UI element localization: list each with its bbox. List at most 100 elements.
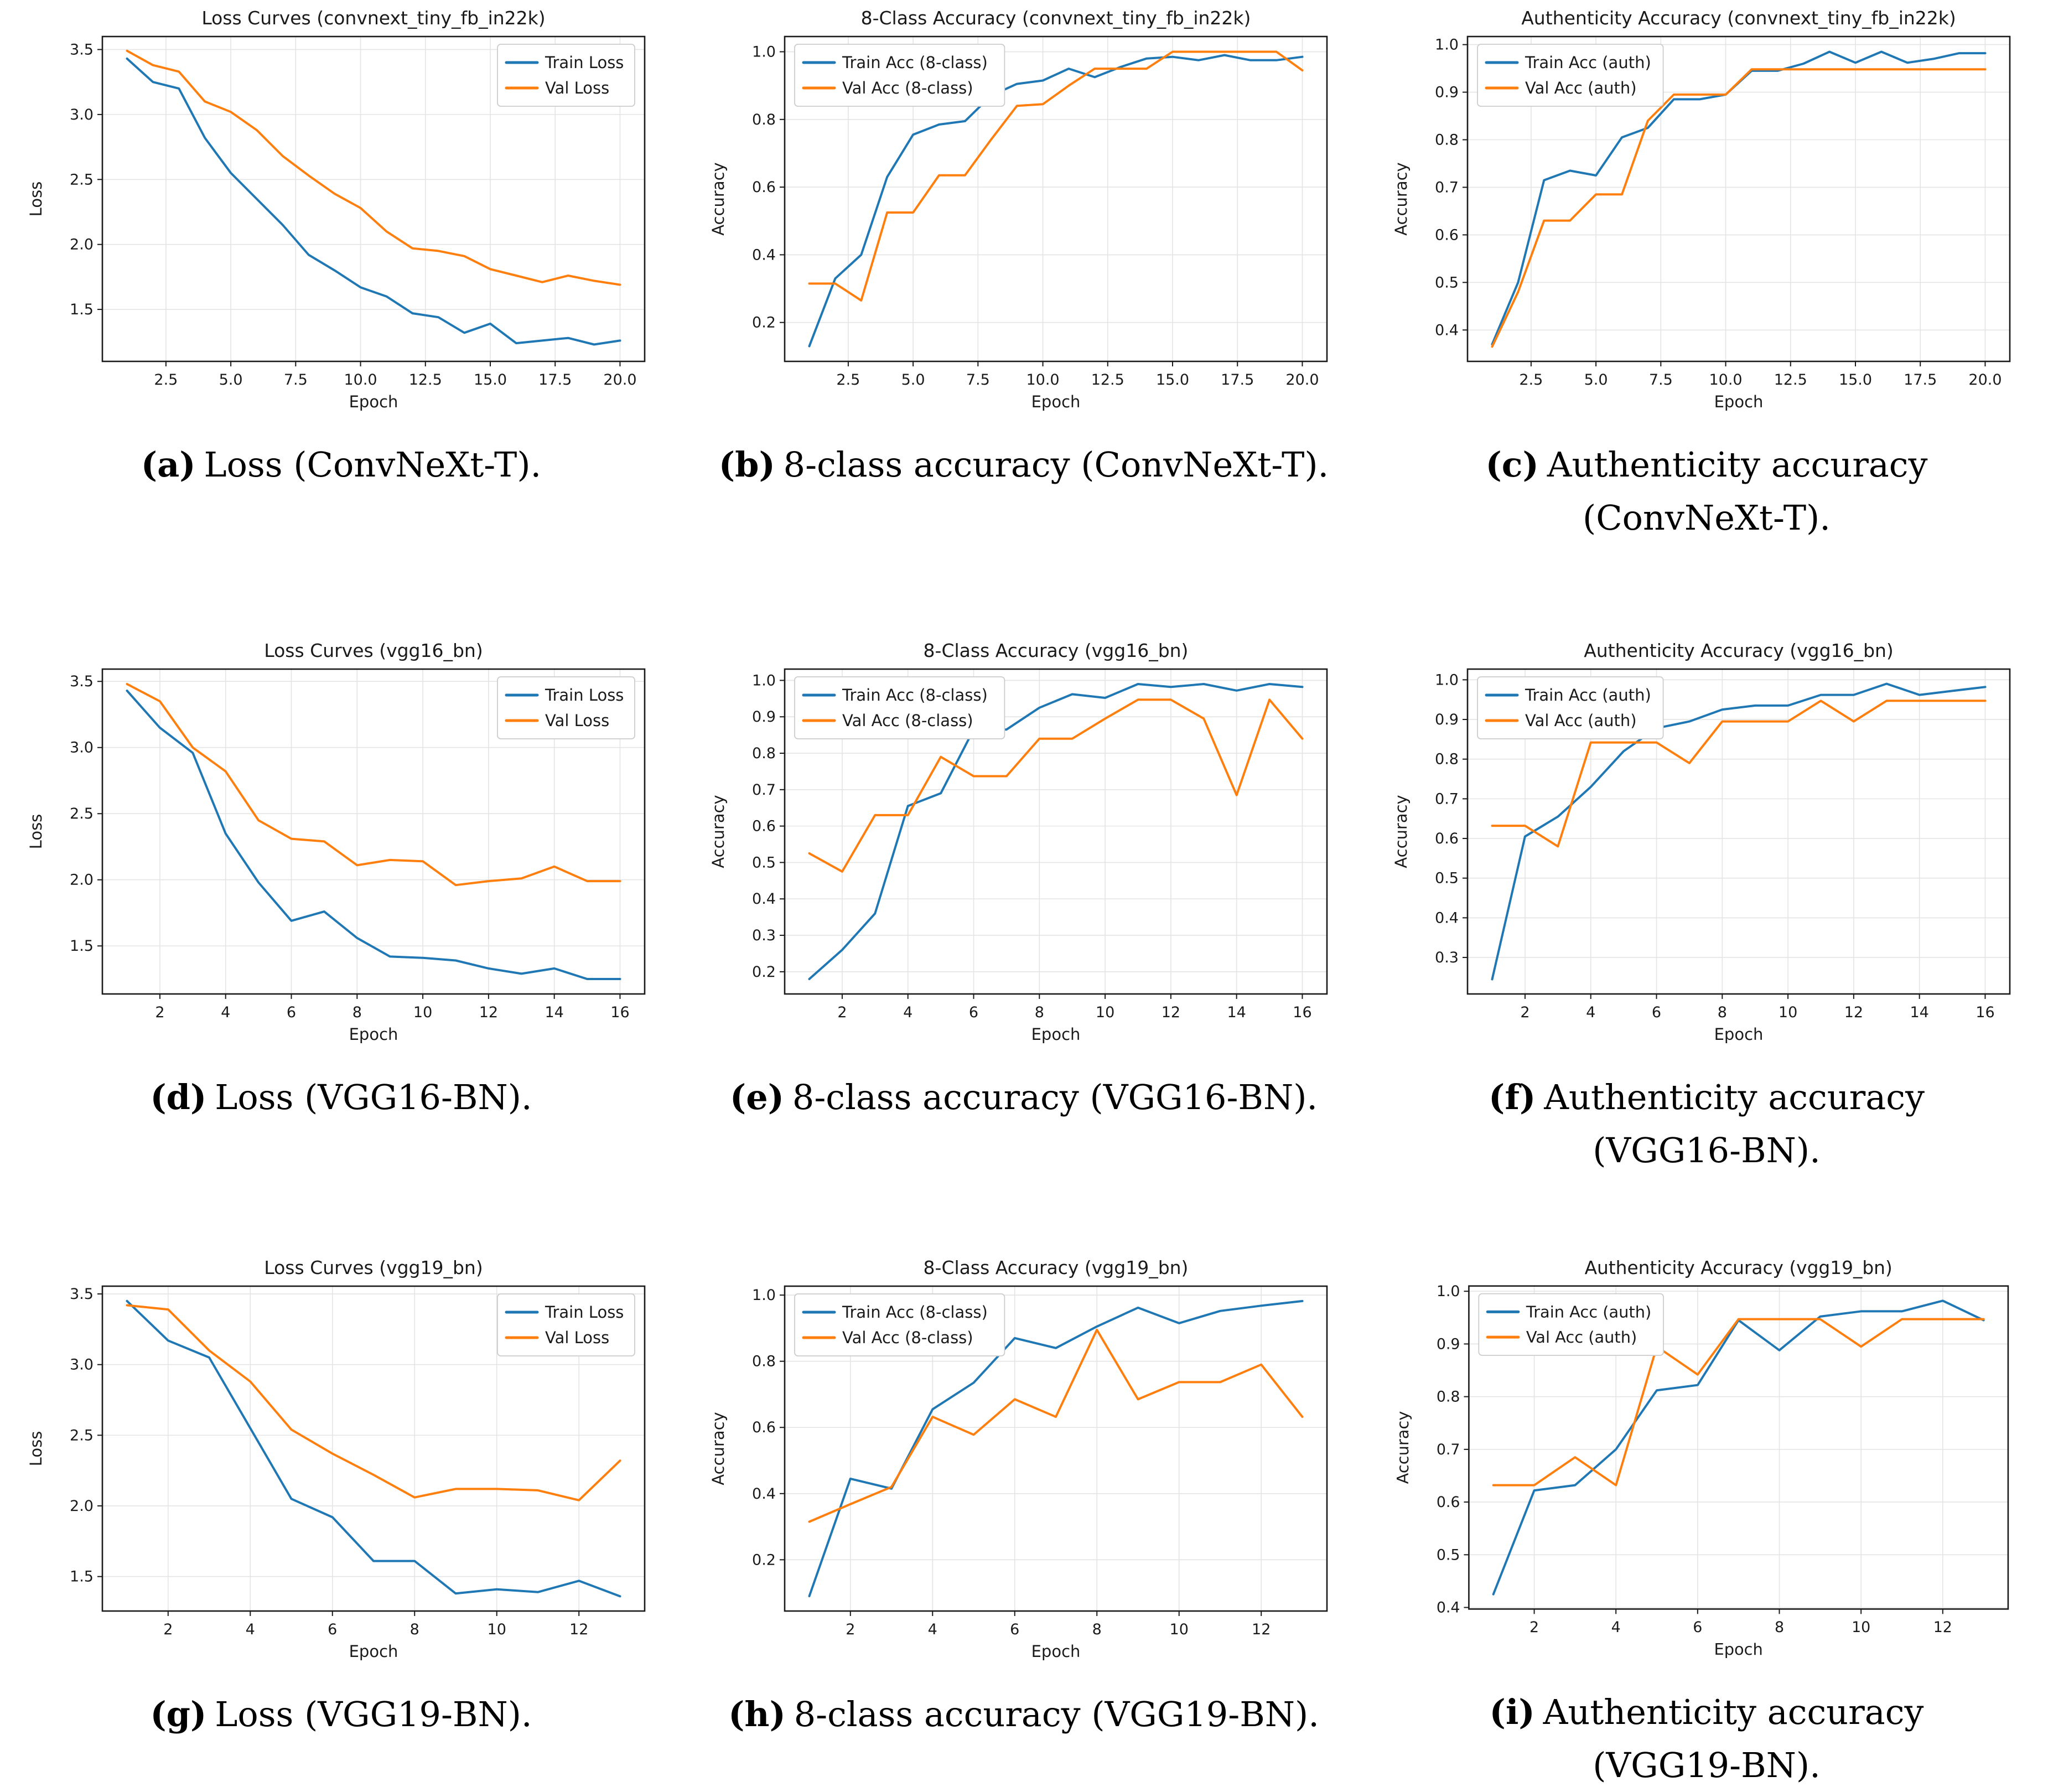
caption-h: (h) 8-class accuracy (VGG19-BN). <box>682 1688 1365 1741</box>
chart-cell-d: 2 4 6 8 10 12 14 16 1.5 2.0 2.5 3.0 3.5 Loss Curves (… <box>0 617 682 1234</box>
svg-text:2: 2 <box>163 1621 173 1638</box>
svg-text:0.3: 0.3 <box>1435 949 1459 966</box>
caption-b-label: (b) <box>718 444 775 485</box>
caption-h-label: (h) <box>728 1694 786 1734</box>
svg-text:8: 8 <box>1718 1004 1727 1021</box>
legend: Train Loss Val Loss <box>496 1293 635 1356</box>
axis-ticks: 2 4 6 8 10 12 0.4 0.5 0.6 0.7 0.8 0.9 1.0 <box>1437 1283 1952 1636</box>
svg-text:0.6: 0.6 <box>752 818 776 835</box>
caption-f-label: (f) <box>1488 1077 1536 1117</box>
x-axis-label: Epoch <box>1714 1025 1764 1044</box>
svg-text:0.6: 0.6 <box>1435 226 1459 244</box>
svg-text:3.5: 3.5 <box>70 673 94 690</box>
svg-text:20.0: 20.0 <box>1968 371 2002 389</box>
svg-text:2: 2 <box>1520 1004 1529 1021</box>
caption-d: (d) Loss (VGG16-BN). <box>0 1071 682 1124</box>
caption-f-text: Authenticity accuracy <box>1544 1077 1925 1117</box>
legend-box <box>1477 44 1664 107</box>
svg-text:0.4: 0.4 <box>752 890 776 908</box>
legend-label: Train Acc (auth) <box>1525 686 1651 705</box>
svg-text:6: 6 <box>1010 1621 1019 1638</box>
chart-cell-i: 2 4 6 8 10 12 0.4 0.5 0.6 0.7 0.8 0.9 1.0 Authenticit… <box>1365 1234 2048 1792</box>
series-line-val <box>1491 68 1987 348</box>
chart-cell-f: 2 4 6 8 10 12 14 16 0.3 0.4 0.5 0.6 0.7 0.8 0.9 1.0 Auth… <box>1365 617 2048 1234</box>
svg-text:1.0: 1.0 <box>1435 671 1459 688</box>
svg-text:6: 6 <box>286 1004 295 1021</box>
chart-cell-a: 2.5 5.0 7.5 10.0 12.5 15.0 17.5 20.0 1.5 2.0 2.5 3.… <box>0 0 682 617</box>
chart-e-8class-vgg16: 2 4 6 8 10 12 14 16 0.2 0.3 0.4 0.5 0.6 0.7 0.8 0.9 1.0 8… <box>709 640 1328 1044</box>
svg-text:1.0: 1.0 <box>1437 1283 1460 1300</box>
svg-text:16: 16 <box>1976 1004 1994 1021</box>
svg-text:0.9: 0.9 <box>1435 711 1459 728</box>
x-axis-label: Epoch <box>1031 392 1081 411</box>
svg-text:1.5: 1.5 <box>70 1568 94 1586</box>
axis-ticks: 2.5 5.0 7.5 10.0 12.5 15.0 17.5 20.0 0.2 0.4 0.6 0.… <box>752 44 1319 389</box>
svg-text:12: 12 <box>1162 1004 1180 1021</box>
svg-text:0.9: 0.9 <box>1435 84 1459 101</box>
chart-cell-h: 2 4 6 8 10 12 0.2 0.4 0.6 0.8 1.0 8-Class Accuracy … <box>682 1234 1365 1792</box>
svg-text:6: 6 <box>1693 1619 1702 1636</box>
svg-text:0.8: 0.8 <box>752 745 776 762</box>
chart-c-auth-convnext: 2.5 5.0 7.5 10.0 12.5 15.0 17.5 20.0 0.4 0.5 0.6 0.… <box>1392 7 2011 411</box>
svg-text:5.0: 5.0 <box>901 371 925 389</box>
x-axis-label: Epoch <box>349 1642 398 1661</box>
plot-spines <box>784 35 1328 362</box>
svg-text:0.9: 0.9 <box>752 708 776 726</box>
svg-text:16: 16 <box>1293 1004 1311 1021</box>
x-axis-label: Epoch <box>1031 1025 1081 1044</box>
svg-text:2.5: 2.5 <box>70 171 94 188</box>
caption-c-text: Authenticity accuracy <box>1547 444 1928 485</box>
y-axis-label: Loss <box>27 1431 45 1467</box>
svg-text:2.5: 2.5 <box>154 371 178 389</box>
x-axis-label: Epoch <box>1714 1640 1763 1659</box>
svg-text:0.7: 0.7 <box>1435 179 1459 196</box>
plot-spines <box>1468 1285 2009 1610</box>
svg-text:10: 10 <box>413 1004 432 1021</box>
series-line-val <box>808 698 1304 873</box>
caption-a: (a) Loss (ConvNeXt-T). <box>0 438 682 491</box>
svg-text:12.5: 12.5 <box>1091 371 1124 389</box>
axis-ticks: 2.5 5.0 7.5 10.0 12.5 15.0 17.5 20.0 1.5 2.0 2.5 3.… <box>70 41 636 389</box>
plot-spines <box>101 1285 645 1612</box>
chart-title: Authenticity Accuracy (convnext_tiny_fb_… <box>1521 7 1956 29</box>
caption-e-label: (e) <box>729 1077 784 1117</box>
legend-box <box>496 44 635 107</box>
svg-text:5.0: 5.0 <box>219 371 242 389</box>
plot-spines <box>101 668 645 995</box>
legend-label: Train Acc (8-class) <box>842 1303 988 1322</box>
chart-cell-e: 2 4 6 8 10 12 14 16 0.2 0.3 0.4 0.5 0.6 0.7 0.8 0.9 1.0 8… <box>682 617 1365 1234</box>
svg-text:0.7: 0.7 <box>1435 790 1459 807</box>
svg-text:12.5: 12.5 <box>408 371 442 389</box>
y-axis-label: Loss <box>27 814 45 850</box>
legend-label: Train Acc (8-class) <box>842 53 988 72</box>
chart-cell-c: 2.5 5.0 7.5 10.0 12.5 15.0 17.5 20.0 0.4 0.5 0.6 0.… <box>1365 0 2048 617</box>
svg-text:0.4: 0.4 <box>752 246 776 263</box>
svg-text:10: 10 <box>1779 1004 1797 1021</box>
chart-f-auth-vgg16: 2 4 6 8 10 12 14 16 0.3 0.4 0.5 0.6 0.7 0.8 0.9 1.0 Auth… <box>1392 640 2011 1044</box>
y-axis-label: Accuracy <box>1392 795 1411 868</box>
svg-text:2: 2 <box>155 1004 164 1021</box>
caption-h-text: 8-class accuracy (VGG19-BN). <box>794 1694 1319 1734</box>
series-line-train <box>1491 682 1987 981</box>
svg-text:10: 10 <box>1096 1004 1114 1021</box>
legend-label: Train Acc (auth) <box>1526 1302 1651 1321</box>
legend-label: Val Acc (8-class) <box>842 79 973 97</box>
chart-title: Authenticity Accuracy (vgg19_bn) <box>1585 1257 1893 1278</box>
svg-text:0.8: 0.8 <box>1435 131 1459 148</box>
svg-text:8: 8 <box>1092 1621 1102 1638</box>
legend: Train Loss Val Loss <box>496 44 635 107</box>
caption-a-text: Loss (ConvNeXt-T). <box>204 444 542 485</box>
svg-text:0.4: 0.4 <box>1437 1599 1460 1616</box>
legend-label: Train Loss <box>545 686 624 705</box>
svg-text:0.2: 0.2 <box>752 964 776 981</box>
chart-title: Loss Curves (vgg19_bn) <box>264 1257 483 1278</box>
series-line-val <box>808 50 1304 302</box>
series-line-val <box>126 1304 621 1501</box>
svg-text:12: 12 <box>479 1004 497 1021</box>
svg-text:8: 8 <box>409 1621 419 1638</box>
legend: Train Acc (auth) Val Acc (auth) <box>1477 44 1664 107</box>
caption-g-text: Loss (VGG19-BN). <box>215 1694 532 1734</box>
legend: Train Loss Val Loss <box>496 676 635 739</box>
svg-text:6: 6 <box>328 1621 337 1638</box>
svg-text:17.5: 17.5 <box>1221 371 1254 389</box>
